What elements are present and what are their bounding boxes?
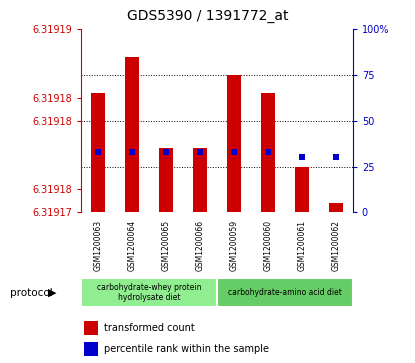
Text: carbohydrate-whey protein
hydrolysate diet: carbohydrate-whey protein hydrolysate di…	[97, 283, 201, 302]
Bar	[84, 321, 98, 335]
Text: carbohydrate-amino acid diet: carbohydrate-amino acid diet	[228, 288, 342, 297]
Text: GSM1200060: GSM1200060	[263, 220, 272, 271]
Text: GSM1200062: GSM1200062	[331, 220, 340, 271]
Text: GSM1200059: GSM1200059	[229, 220, 238, 271]
Text: transformed count: transformed count	[104, 323, 195, 333]
Bar	[125, 57, 139, 212]
Text: GSM1200066: GSM1200066	[195, 220, 204, 271]
Text: ▶: ▶	[48, 288, 56, 298]
Text: protocol: protocol	[10, 288, 53, 298]
Text: GSM1200064: GSM1200064	[127, 220, 137, 271]
Bar	[193, 148, 207, 212]
Bar	[84, 342, 98, 356]
Bar	[295, 167, 309, 212]
Bar	[81, 278, 217, 307]
Bar	[227, 75, 241, 212]
Text: percentile rank within the sample: percentile rank within the sample	[104, 344, 269, 354]
Bar	[217, 278, 353, 307]
Bar	[329, 203, 342, 212]
Bar	[91, 93, 105, 212]
Bar	[159, 148, 173, 212]
Text: GSM1200065: GSM1200065	[161, 220, 171, 271]
Text: GSM1200061: GSM1200061	[297, 220, 306, 271]
Text: GDS5390 / 1391772_at: GDS5390 / 1391772_at	[127, 9, 288, 23]
Bar	[261, 93, 275, 212]
Text: GSM1200063: GSM1200063	[93, 220, 103, 271]
